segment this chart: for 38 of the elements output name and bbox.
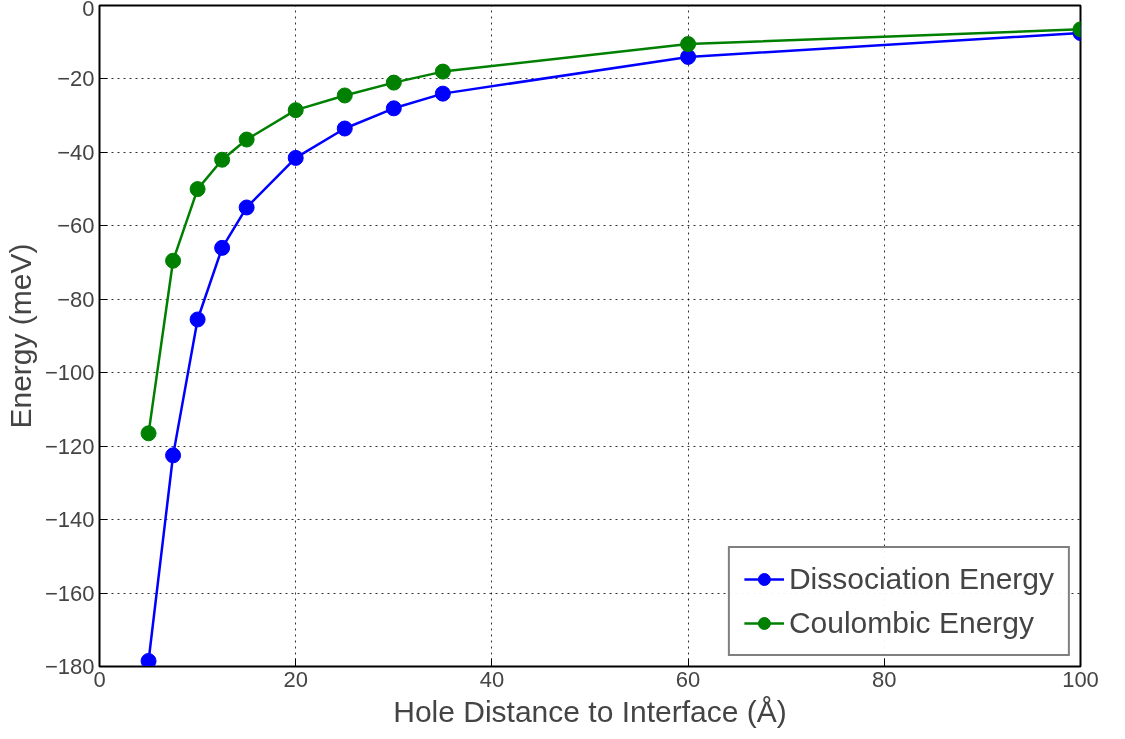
y-tick-label: −80: [57, 286, 95, 312]
y-tick-label: −140: [44, 507, 95, 533]
y-tick-label: 0: [82, 0, 95, 21]
y-tick-label: −180: [44, 654, 95, 679]
y-axis-title: Energy (meV): [3, 243, 37, 429]
x-tick-label: 20: [283, 666, 308, 692]
point: [385, 100, 402, 117]
point: [238, 131, 255, 148]
x-tick-label: 100: [1062, 666, 1099, 692]
point: [165, 447, 182, 464]
point: [336, 120, 353, 137]
point: [189, 181, 206, 198]
y-tick-label: −40: [57, 139, 95, 165]
x-tick-label: 80: [872, 666, 897, 692]
y-tick-label: −120: [44, 433, 95, 459]
point: [214, 151, 231, 168]
x-axis-title: Hole Distance to Interface (Å): [393, 694, 787, 728]
point: [140, 425, 157, 442]
point: [287, 102, 304, 119]
x-tick-label: 40: [479, 666, 505, 692]
point: [238, 199, 255, 216]
point: [165, 252, 182, 269]
point: [434, 63, 451, 80]
point: [287, 149, 304, 166]
point: [434, 85, 451, 102]
point: [385, 74, 402, 91]
x-tick-label: 60: [675, 666, 701, 692]
point: [214, 239, 231, 256]
legend-label: Dissociation Energy: [788, 562, 1054, 596]
y-tick-label: −100: [44, 360, 95, 386]
y-tick-label: −60: [57, 213, 95, 239]
legend-label: Coulombic Energy: [788, 606, 1034, 640]
y-tick-label: −20: [57, 66, 95, 92]
y-tick-label: −160: [44, 580, 95, 606]
point: [336, 87, 353, 104]
point: [140, 653, 157, 667]
point: [189, 311, 206, 328]
point: [680, 36, 697, 53]
